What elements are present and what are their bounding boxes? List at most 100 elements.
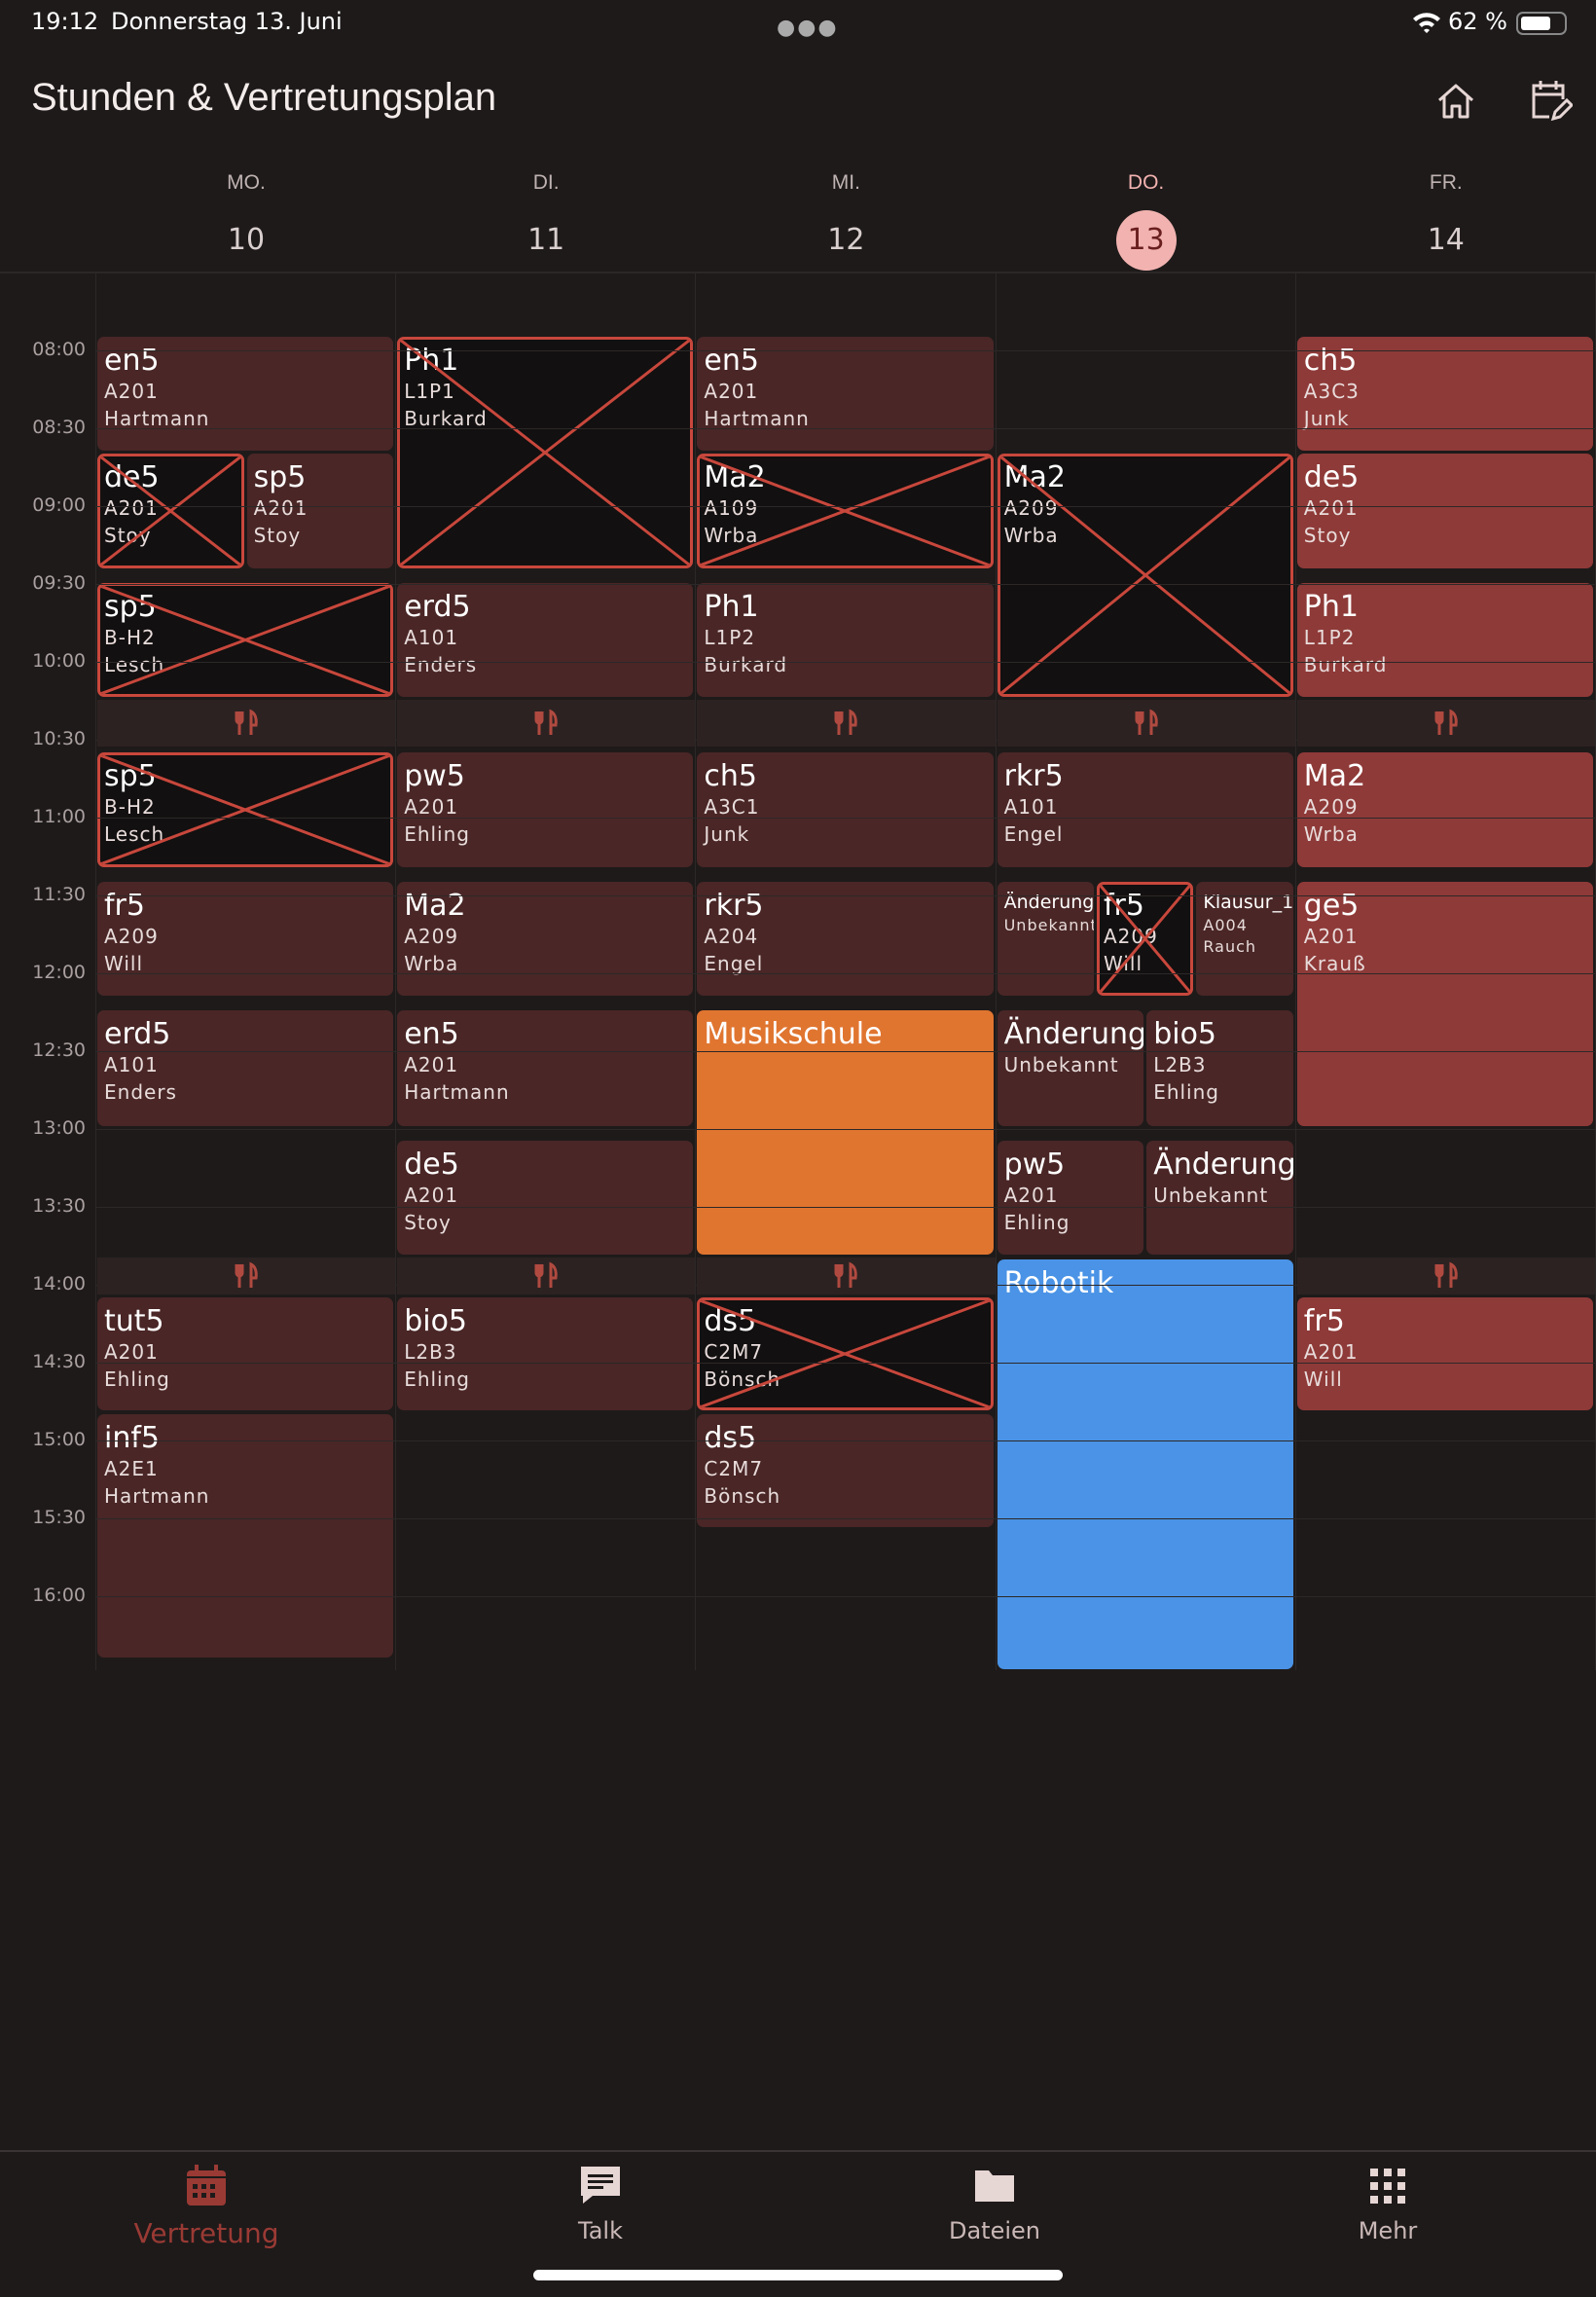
cancelled-lesson[interactable]: ds5 C2M7 Bönsch xyxy=(697,1297,994,1410)
multitasking-dots-icon[interactable]: ●●● xyxy=(777,16,839,40)
calendar-edit-icon[interactable] xyxy=(1528,78,1573,123)
lesson-card[interactable]: Musikschule xyxy=(697,1010,994,1255)
fork-knife-icon xyxy=(1135,709,1158,735)
lesson-card[interactable]: pw5 A201 Ehling xyxy=(397,752,694,867)
lesson-title: Musikschule xyxy=(704,1017,883,1051)
day-header-mo[interactable]: MO. 10 xyxy=(96,171,396,271)
grid-line xyxy=(96,584,1596,585)
lesson-teacher: Wrba xyxy=(404,952,459,975)
grid-line xyxy=(96,506,1596,507)
lesson-teacher: Burkard xyxy=(404,407,488,430)
lesson-room: B-H2 xyxy=(104,795,156,819)
lesson-card[interactable]: ds5 C2M7 Bönsch xyxy=(697,1414,994,1527)
grid-line xyxy=(96,1596,1596,1597)
lesson-teacher: Burkard xyxy=(704,653,788,676)
break-row xyxy=(97,1258,396,1294)
cancelled-lesson[interactable]: Ma2 A209 Wrba xyxy=(997,454,1293,697)
lesson-card[interactable]: fr5 A201 Will xyxy=(1296,1297,1593,1410)
lesson-title: Ph1 xyxy=(704,590,759,624)
lesson-title: Änderung xyxy=(1003,1017,1144,1051)
day-header-do[interactable]: DO. 13 xyxy=(997,171,1296,271)
lesson-title: de5 xyxy=(1303,460,1360,494)
lesson-card[interactable]: rkr5 A101 Engel xyxy=(997,752,1293,867)
lesson-card[interactable]: ge5 A201 Krauß xyxy=(1296,882,1593,1126)
lesson-card[interactable]: en5 A201 Hartmann xyxy=(697,337,994,451)
time-label: 12:00 xyxy=(32,962,86,983)
lesson-teacher: Engel xyxy=(704,952,764,975)
lesson-card[interactable]: de5 A201 Stoy xyxy=(1296,454,1593,568)
tab-mehr[interactable]: Mehr xyxy=(1242,2163,1534,2244)
lesson-card[interactable]: erd5 A101 Enders xyxy=(397,583,694,697)
lesson-card[interactable]: Klausur_11 A004 Rauch xyxy=(1196,882,1293,996)
lesson-room: Unbekannt xyxy=(1153,1184,1269,1207)
lesson-title: de5 xyxy=(404,1148,459,1182)
status-time: 19:12 xyxy=(31,8,99,35)
day-header-fr[interactable]: FR. 14 xyxy=(1296,171,1596,271)
column-divider xyxy=(695,273,697,1670)
cancelled-cross-icon xyxy=(100,586,390,694)
tabbar-divider xyxy=(0,2150,1596,2152)
cancelled-lesson[interactable]: de5 A201 Stoy xyxy=(97,454,244,568)
cancelled-lesson[interactable]: Ma2 A109 Wrba xyxy=(697,454,994,568)
lesson-card[interactable]: tut5 A201 Ehling xyxy=(97,1297,394,1410)
grid-line xyxy=(96,1207,1596,1208)
column-divider xyxy=(95,273,96,1670)
lesson-title: Änderung xyxy=(1003,892,1094,913)
lesson-card[interactable]: de5 A201 Stoy xyxy=(397,1141,694,1255)
lesson-title: rkr5 xyxy=(1003,759,1064,793)
battery-icon xyxy=(1516,12,1567,35)
lesson-card[interactable]: pw5 A201 Ehling xyxy=(997,1141,1144,1255)
lesson-title: erd5 xyxy=(104,1017,171,1051)
lesson-card[interactable]: ch5 A3C3 Junk xyxy=(1296,337,1593,451)
lesson-card[interactable]: Ma2 A209 Wrba xyxy=(397,882,694,996)
lesson-card[interactable]: en5 A201 Hartmann xyxy=(397,1010,694,1126)
time-label: 16:00 xyxy=(32,1585,86,1606)
break-row xyxy=(97,700,396,747)
lesson-card[interactable]: bio5 L2B3 Ehling xyxy=(1146,1010,1293,1126)
lesson-room: A109 xyxy=(704,496,759,520)
lesson-card[interactable]: bio5 L2B3 Ehling xyxy=(397,1297,694,1410)
lesson-room: A201 xyxy=(104,496,159,520)
lesson-card[interactable]: Ph1 L1P2 Burkard xyxy=(1296,583,1593,697)
cancelled-lesson[interactable]: sp5 B-H2 Lesch xyxy=(97,583,394,697)
lesson-card[interactable]: Änderung Unbekannt xyxy=(997,882,1094,996)
lesson-teacher: Hartmann xyxy=(104,407,210,430)
tab-label: Mehr xyxy=(1358,2217,1418,2244)
home-indicator[interactable] xyxy=(533,2270,1063,2280)
date-label: 10 xyxy=(227,223,266,257)
lesson-card[interactable]: Ph1 L1P2 Burkard xyxy=(697,583,994,697)
time-label: 11:30 xyxy=(32,884,86,905)
lesson-room: A2E1 xyxy=(104,1457,159,1480)
lesson-card[interactable]: Ma2 A209 Wrba xyxy=(1296,752,1593,867)
lesson-room: A209 xyxy=(1303,795,1359,819)
cancelled-cross-icon xyxy=(100,456,241,565)
lesson-card[interactable]: erd5 A101 Enders xyxy=(97,1010,394,1126)
lesson-teacher: Hartmann xyxy=(104,1484,210,1508)
lesson-card[interactable]: Änderung Unbekannt xyxy=(997,1010,1144,1126)
grid-line xyxy=(96,662,1596,663)
tab-vertretung[interactable]: Vertretung xyxy=(60,2163,352,2249)
lesson-card[interactable]: fr5 A209 Will xyxy=(97,882,394,996)
lesson-card[interactable]: Robotik xyxy=(997,1259,1293,1669)
tab-talk[interactable]: Talk xyxy=(454,2163,746,2244)
day-header-di[interactable]: DI. 11 xyxy=(396,171,696,271)
home-icon[interactable] xyxy=(1434,82,1477,121)
lesson-teacher: Hartmann xyxy=(704,407,810,430)
date-label: 11 xyxy=(527,223,565,257)
lesson-card[interactable]: Änderung Unbekannt xyxy=(1146,1141,1293,1255)
time-label: 11:00 xyxy=(32,806,86,827)
lesson-title: bio5 xyxy=(1153,1017,1217,1051)
lesson-card[interactable]: sp5 A201 Stoy xyxy=(246,454,394,568)
lesson-card[interactable]: inf5 A2E1 Hartmann xyxy=(97,1414,394,1658)
lesson-room: L1P2 xyxy=(1303,626,1356,649)
lesson-room: L1P1 xyxy=(404,380,455,403)
lesson-card[interactable]: en5 A201 Hartmann xyxy=(97,337,394,451)
calendar-icon xyxy=(187,2165,226,2206)
cancelled-lesson[interactable]: sp5 B-H2 Lesch xyxy=(97,752,394,867)
tab-dateien[interactable]: Dateien xyxy=(849,2163,1141,2244)
day-header-mi[interactable]: MI. 12 xyxy=(696,171,996,271)
lesson-card[interactable]: rkr5 A204 Engel xyxy=(697,882,994,996)
lesson-card[interactable]: ch5 A3C1 Junk xyxy=(697,752,994,867)
cancelled-lesson[interactable]: Ph1 L1P1 Burkard xyxy=(397,337,694,568)
